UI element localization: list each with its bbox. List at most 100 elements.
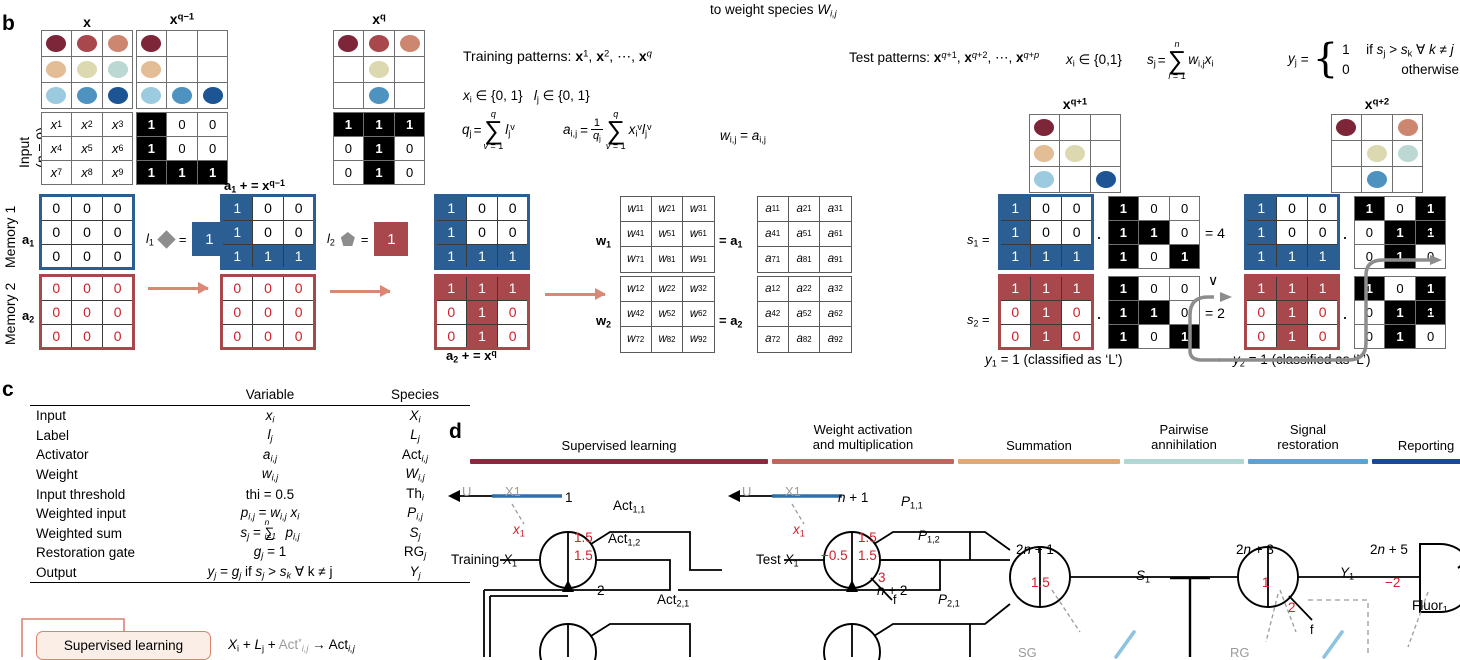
w2-cell: w 82 (650, 326, 684, 353)
x1-italic-left: x1 (513, 522, 525, 539)
header-x: x (83, 14, 91, 30)
row-species: Thi (406, 485, 424, 503)
s2-label-test1: s2 = (967, 312, 990, 329)
stage-label: Signal restoration (1277, 422, 1339, 453)
xq-plus1-dot-cell (1028, 139, 1061, 167)
test2-mem1-cell: 1 (1245, 219, 1278, 245)
stage-label: Reporting (1397, 438, 1455, 453)
a1-step2-cell: 0 (496, 219, 529, 245)
xq-dot-cell (332, 81, 365, 109)
test1-mem1-cell: 0 (1030, 195, 1062, 221)
a2-initial-cell: 0 (40, 323, 73, 349)
table-row: Weight wi,j Wi,j (30, 465, 470, 485)
dot-op-1: · (1096, 227, 1102, 247)
color-dot (107, 34, 128, 52)
xq1-bit-cell: 0 (196, 135, 229, 161)
act-1-1-label: Act1,1 (613, 498, 646, 515)
test1-mem2-cell: 1 (999, 275, 1032, 301)
row-species: RGj (403, 544, 427, 561)
test2-mem2-cell: 0 (1245, 323, 1278, 349)
test1-pat2-cell: 1 (1138, 299, 1170, 325)
node-2n3-index: 2n + 3 (1236, 542, 1274, 557)
table-row: Activator ai,j Acti,j (30, 445, 470, 465)
test1-pat2-cell: 0 (1168, 299, 1201, 325)
a2-step2-cell: 0 (435, 299, 468, 325)
test1-pat2-cell: 0 (1138, 275, 1170, 301)
row-name: Weight (36, 466, 78, 482)
a1-step2-cell: 1 (496, 243, 529, 269)
y1-signal-label: Y1 (1340, 565, 1355, 582)
a2-step1-cell: 0 (221, 299, 254, 325)
row-variable: pi,j = wi,j xi (240, 505, 300, 522)
a1-step1-cell: 0 (252, 219, 284, 245)
test1-pat1-cell: 1 (1107, 243, 1140, 269)
stage-color-bar (1248, 458, 1368, 464)
color-dot (171, 86, 193, 104)
node-1-index: 1 (565, 490, 573, 505)
stage-label: Supervised learning (561, 438, 677, 453)
test1-pat1-cell: 1 (1168, 243, 1201, 269)
xq-bit-cell: 1 (332, 111, 365, 137)
w1-cell: w 81 (650, 246, 684, 273)
row-species: Pi,j (407, 505, 423, 522)
xq1-bit-cell: 1 (135, 159, 168, 185)
pentagon-icon (340, 232, 355, 246)
row-name: Label (36, 427, 70, 443)
a2-initial-cell: 0 (40, 299, 73, 325)
a1-step1-cell: 0 (252, 195, 284, 221)
xq-plus2-dot-cell (1330, 113, 1363, 141)
test2-s1-result: = 2 (1424, 225, 1444, 241)
a1-step2-cell: 1 (435, 243, 468, 269)
row-species: Sj (409, 524, 421, 542)
xq-plus2-dot-cell (1330, 165, 1363, 193)
a1-label: a1 (22, 232, 35, 249)
test1-mem1-cell: 1 (999, 195, 1032, 221)
u-label-left: U (462, 484, 472, 499)
row-variable: lj (267, 427, 273, 444)
test2-mem1-cell: 0 (1306, 219, 1339, 245)
a1-step2-cell: 1 (435, 219, 468, 245)
node-n2-index: n + 2 (877, 583, 908, 598)
row-variable: ai,j (262, 446, 278, 464)
xq-plus1-dot-cell (1028, 113, 1061, 141)
color-dot (1366, 144, 1388, 162)
a2-sym-cell: a 22 (787, 275, 821, 302)
node-1-value-bottom: 1.5 (574, 548, 593, 563)
table-row: Input threshold thi = 0.5 Thi (30, 484, 470, 504)
test1-pat1-cell: 0 (1168, 219, 1201, 245)
xq-dot-cell (363, 29, 395, 57)
header-xq1: xq−1 (169, 11, 195, 27)
w1-cell: w 91 (682, 246, 715, 273)
row-variable: thi = 0.5 (245, 486, 295, 502)
xq1-bit-cell: 1 (196, 159, 229, 185)
test1-mem1-cell: 0 (1060, 219, 1093, 245)
w2-cell: w 42 (619, 300, 652, 328)
table-header-row: Variable Species (30, 386, 470, 406)
node-n1-value-bottom: 1.5 (858, 548, 877, 563)
a2-sym-cell: a 52 (787, 300, 821, 328)
stage-6: Reporting (1372, 422, 1460, 465)
test1-output-text: y1 = 1 (classified as ‘L’) (985, 352, 1123, 369)
a2-initial-cell: 0 (101, 275, 134, 301)
row-name: Input threshold (36, 486, 126, 502)
table-header-1: Variable (180, 386, 360, 406)
node-2n3-value: 1 (1262, 575, 1270, 590)
arrow-3 (545, 288, 606, 300)
xq-plus2-dot-cell (1330, 139, 1363, 167)
p-1-1-label: P1,1 (901, 494, 923, 511)
a2-step2-cell: 1 (466, 275, 498, 301)
test2-mem1-cell: 1 (1276, 243, 1308, 269)
color-dot (1397, 144, 1418, 162)
node-n1-fuel-tag: f (893, 593, 897, 607)
u-label-right: U (742, 484, 752, 499)
xq-plus1-dot-cell (1059, 113, 1091, 141)
xq-bit-cell: 0 (332, 135, 365, 161)
w2-cell: w 22 (650, 275, 684, 302)
